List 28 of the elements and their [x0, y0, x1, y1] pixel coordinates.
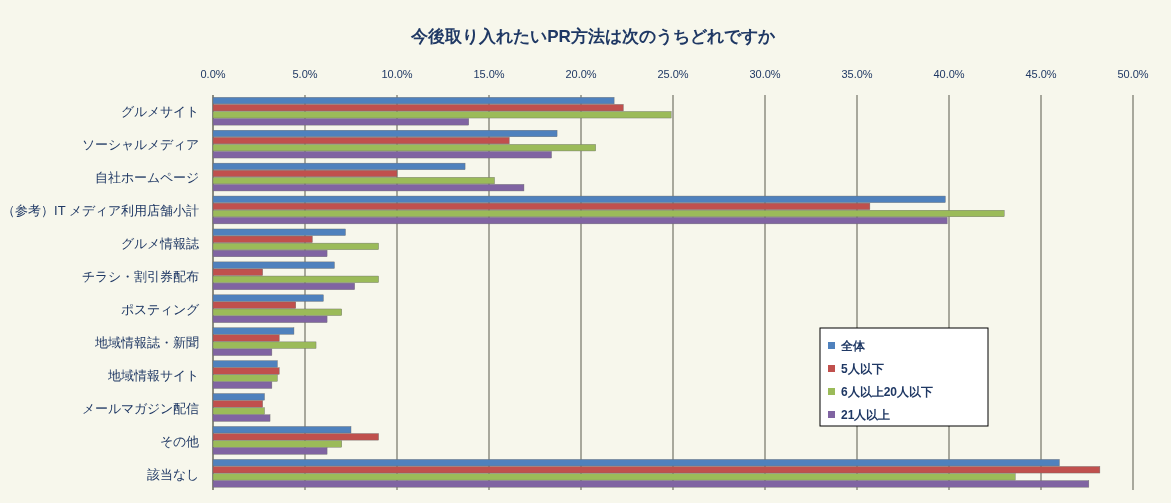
x-tick-label: 25.0% [657, 68, 689, 80]
x-tick-label: 5.0% [292, 68, 318, 80]
y-tick-label: ソーシャルメディア [82, 137, 199, 153]
x-tick-label: 0.0% [200, 68, 226, 80]
y-tick-label: メールマガジン配信 [82, 400, 199, 416]
x-tick-label: 50.0% [1117, 68, 1149, 80]
y-tick-label: （参考）IT メディア利用店舗小計 [2, 203, 199, 219]
x-tick-label: 10.0% [381, 68, 413, 80]
legend-label: 21人以上 [841, 408, 891, 422]
legend-label: 全体 [840, 339, 866, 353]
x-tick-label: 30.0% [749, 68, 781, 80]
x-tick-label: 20.0% [565, 68, 597, 80]
chart-title: 今後取り入れたいPR方法は次のうちどれですか [410, 27, 776, 46]
y-tick-label: 地域情報誌・新聞 [94, 334, 199, 350]
legend-label: 6人以上20人以下 [841, 385, 934, 399]
x-tick-label: 40.0% [933, 68, 965, 80]
y-tick-label: 自社ホームページ [95, 170, 199, 186]
y-tick-label: グルメサイト [121, 104, 199, 120]
y-tick-label: 該当なし [147, 466, 199, 482]
x-tick-label: 45.0% [1025, 68, 1057, 80]
y-tick-label: ポスティング [121, 301, 200, 317]
legend-label: 5人以下 [841, 362, 884, 376]
y-tick-label: 地域情報サイト [107, 367, 199, 383]
y-tick-label: その他 [160, 433, 199, 449]
y-tick-label: グルメ情報誌 [121, 236, 199, 252]
y-tick-label: チラシ・割引券配布 [82, 269, 199, 285]
x-tick-label: 15.0% [473, 68, 505, 80]
x-tick-label: 35.0% [841, 68, 873, 80]
